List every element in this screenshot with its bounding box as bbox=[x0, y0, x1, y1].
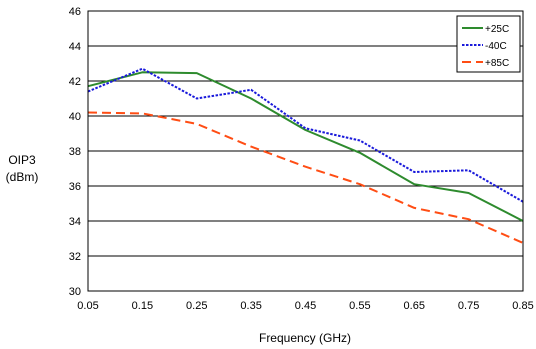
x-tick-label: 0.05 bbox=[77, 300, 98, 312]
x-tick-label: 0.65 bbox=[404, 300, 425, 312]
y-tick-label: 36 bbox=[69, 181, 81, 193]
series-lines bbox=[87, 67, 524, 244]
x-tick-labels: 0.05 0.15 0.25 0.35 0.45 0.55 0.65 0.75 0.85 bbox=[77, 300, 533, 312]
grid-lines bbox=[88, 45, 523, 257]
y-axis-label-line1: OIP3 bbox=[8, 153, 36, 167]
plot-area-frame bbox=[87, 10, 524, 292]
legend: +25C -40C +85C bbox=[456, 15, 521, 73]
legend-label: -40C bbox=[485, 41, 507, 52]
x-tick-label: 0.15 bbox=[132, 300, 153, 312]
y-tick-label: 40 bbox=[69, 111, 81, 123]
x-tick-label: 0.75 bbox=[458, 300, 479, 312]
y-tick-label: 34 bbox=[69, 216, 81, 228]
series-line-2 bbox=[87, 111, 524, 244]
y-tick-label: 42 bbox=[69, 76, 81, 88]
legend-label: +25C bbox=[485, 24, 509, 35]
x-tick-label: 0.25 bbox=[186, 300, 207, 312]
x-tick-label: 0.85 bbox=[512, 300, 533, 312]
y-tick-label: 38 bbox=[69, 146, 81, 158]
x-tick-label: 0.35 bbox=[240, 300, 261, 312]
series-line-0 bbox=[87, 71, 524, 222]
legend-label: +85C bbox=[485, 58, 509, 69]
y-tick-labels: 30 32 34 36 38 40 42 44 46 bbox=[69, 6, 81, 298]
series-line-1 bbox=[87, 67, 524, 203]
x-axis-label: Frequency (GHz) bbox=[259, 331, 351, 345]
y-axis-label-line2: (dBm) bbox=[6, 170, 39, 184]
x-tick-label: 0.55 bbox=[349, 300, 370, 312]
x-tick-label: 0.45 bbox=[295, 300, 316, 312]
y-tick-label: 30 bbox=[69, 286, 81, 298]
y-tick-label: 46 bbox=[69, 6, 81, 18]
y-tick-label: 44 bbox=[69, 41, 81, 53]
y-tick-label: 32 bbox=[69, 251, 81, 263]
